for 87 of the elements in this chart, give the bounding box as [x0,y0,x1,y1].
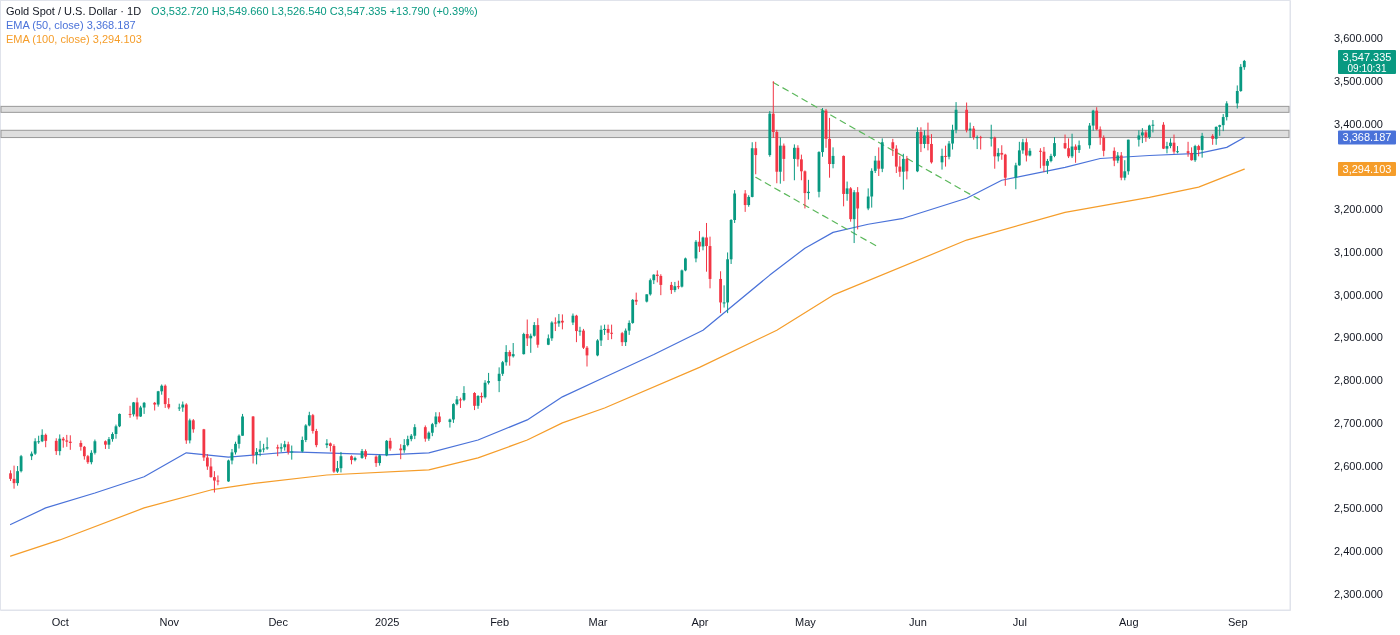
candlestick [550,320,554,342]
x-tick-label: Nov [159,615,180,628]
candlestick [536,317,540,349]
candlestick [1091,109,1095,132]
candlestick [1014,162,1018,190]
y-tick-label: 2,900.000 [1334,331,1383,344]
y-tick-label: 2,700.000 [1334,416,1383,429]
x-tick-label: 2025 [374,615,400,628]
candlestick [792,143,796,181]
x-tick-label: Sep [1227,615,1248,628]
candlestick [553,316,557,332]
candlestick [311,413,315,435]
text: EMA (50, close) [6,19,87,31]
candlestick [1039,147,1042,169]
y-tick-label: 2,400.000 [1334,545,1383,558]
candlestick [374,454,378,468]
chart-subtitle: O3,532.720 H3,549.660 L3,526.540 C3,547.335 +13.790 (+0.39%) [151,5,478,17]
candlestick [856,186,860,230]
candlestick [525,319,529,347]
y-tick-label: 3,600.000 [1334,32,1383,45]
candlestick [877,146,881,177]
candlestick [314,428,318,448]
candlestick [894,144,898,174]
y-tick-label: 2,300.000 [1334,587,1383,600]
candlestick [575,314,578,343]
candlestick [659,273,663,296]
text: 09:10:31 [1347,62,1387,74]
y-tick-label: 3,400.000 [1334,117,1383,130]
y-tick-label: 2,800.000 [1334,374,1383,387]
candlestick [719,270,722,314]
x-tick-label: Dec [268,615,289,628]
candlestick [901,153,905,191]
y-tick-label: 2,500.000 [1334,502,1383,515]
candlestick [1017,141,1021,167]
candlestick [1067,137,1070,159]
y-tick-label: 3,500.000 [1334,75,1383,88]
candlestick [1053,136,1056,158]
candlestick [504,344,508,367]
x-tick-label: Jul [1012,615,1027,628]
candlestick [979,135,983,151]
candlestick [1095,106,1099,131]
x-tick-label: Apr [691,615,709,628]
candlestick [1112,146,1116,167]
candlestick [142,401,146,415]
x-tick-label: May [795,615,817,628]
candlestick [944,145,947,168]
x-tick-label: Feb [490,615,510,628]
text: 3,547.335 [1342,50,1392,63]
candlestick [698,230,701,253]
text: EMA (100, close) [6,33,93,45]
text: 3,368.187 [1342,131,1392,144]
candlestick [905,155,909,180]
candlestick [1144,129,1148,143]
candlestick [1162,121,1165,150]
candlestick [459,397,462,409]
candlestick [325,438,329,449]
x-tick-label: Aug [1119,615,1139,628]
x-tick-label: Mar [588,615,608,628]
text: 3,294.103 [1342,163,1392,176]
annotation: 3,294.103 [92,33,142,45]
candlestick [1028,147,1032,157]
candlestick [209,457,213,479]
candlestick [1003,153,1007,187]
candlestick [743,189,747,213]
x-tick-label: Oct [51,615,69,628]
candlestick [965,102,969,133]
candlestick [975,134,979,150]
candlestick [258,440,262,457]
candlestick [58,433,62,456]
y-tick-label: 3,000.000 [1334,288,1383,301]
candlestick [290,445,294,461]
candlestick [1077,140,1081,154]
y-tick-label: 3,200.000 [1334,203,1383,216]
chart-title: Gold Spot / U.S. Dollar · 1D [6,5,142,17]
x-tick-label: Jun [909,615,927,628]
candlestick [1024,137,1028,162]
candlestick [845,181,849,202]
candlestick [1074,143,1077,164]
candlestick [522,332,526,356]
candlestick [782,143,786,182]
candlestick [989,124,993,148]
candlestick [1123,159,1127,181]
candlestick [754,141,758,175]
annotation: 3,368.187 [86,19,136,31]
y-tick-label: 3,100.000 [1334,246,1383,259]
y-tick-label: 2,600.000 [1334,459,1383,472]
candlestick [1088,122,1092,150]
